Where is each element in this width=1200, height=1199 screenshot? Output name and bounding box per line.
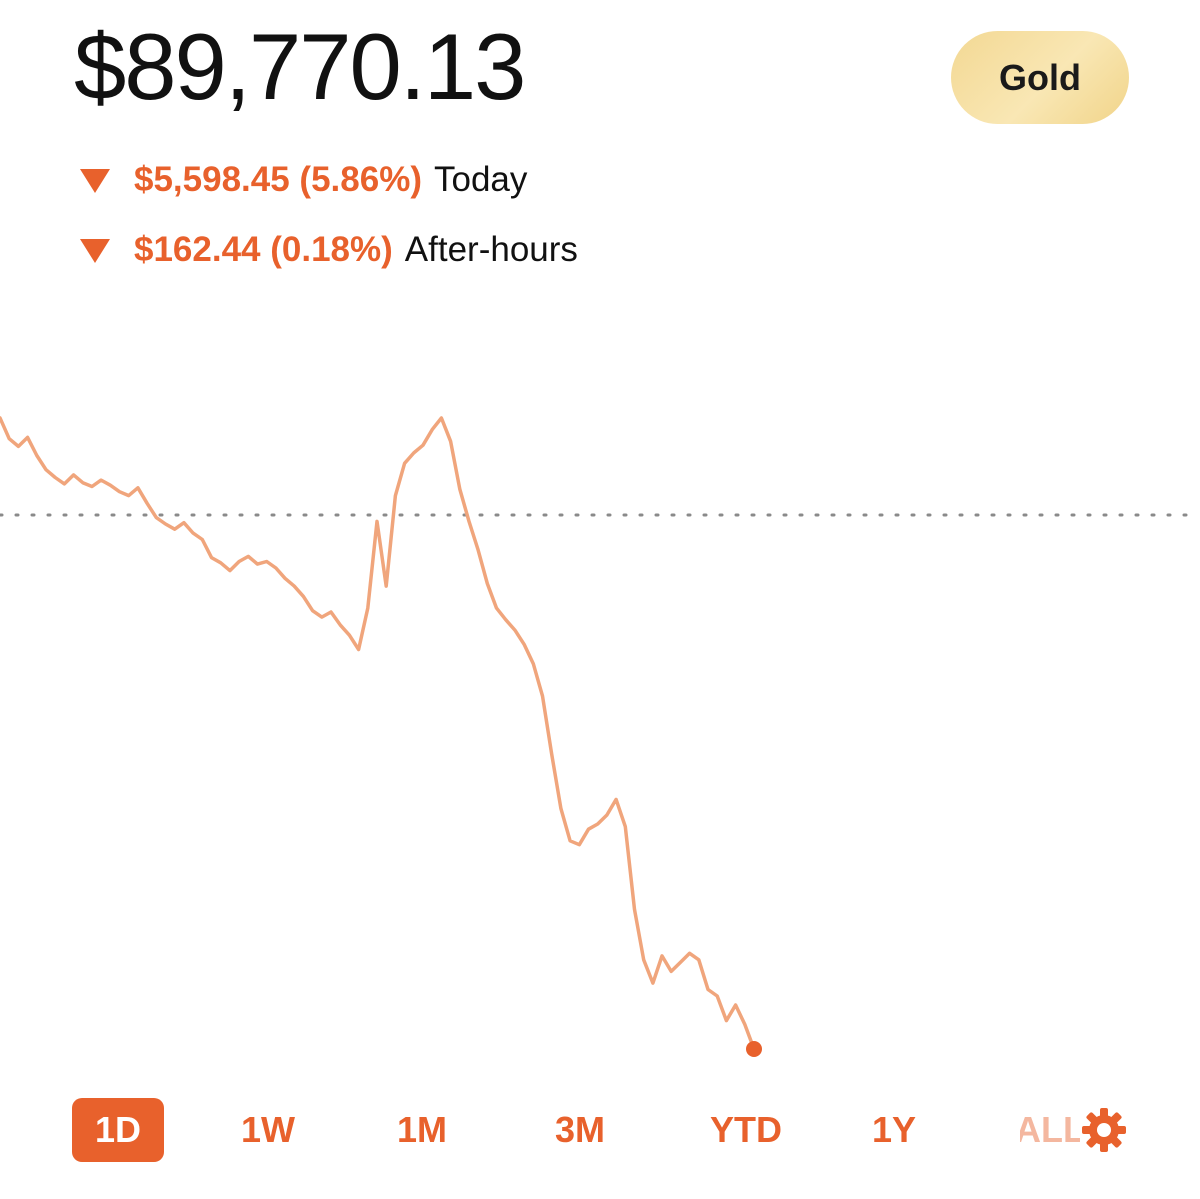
current-price-dot [746,1041,762,1057]
after-hours-change-row: $162.44 (0.18%) After-hours [80,228,578,272]
range-1w-button[interactable]: 1W [241,1109,295,1150]
triangle-down-icon [80,169,110,193]
range-1d-button[interactable]: 1D [72,1098,164,1162]
range-all-button[interactable]: ALL [1020,1109,1080,1150]
range-3m-button[interactable]: 3M [554,1109,605,1150]
today-change-amount: $5,598.45 (5.86%) [134,160,422,199]
today-change-row: $5,598.45 (5.86%) Today [80,158,527,202]
range-1m-button[interactable]: 1M [396,1109,447,1150]
triangle-down-icon [80,239,110,263]
price-line [0,416,756,1051]
gear-icon[interactable] [1080,1106,1128,1154]
today-change-label: Today [433,160,528,199]
portfolio-value: $89,770.13 [74,14,526,119]
after-hours-change-label: After-hours [404,230,578,269]
range-selector: 1D 1W 1M 3M YTD 1Y ALL [0,1098,1200,1162]
gold-button[interactable]: Gold [951,31,1129,124]
range-1y-button[interactable]: 1Y [871,1109,917,1150]
after-hours-change-amount: $162.44 (0.18%) [134,230,393,269]
range-ytd-button[interactable]: YTD [710,1109,782,1150]
